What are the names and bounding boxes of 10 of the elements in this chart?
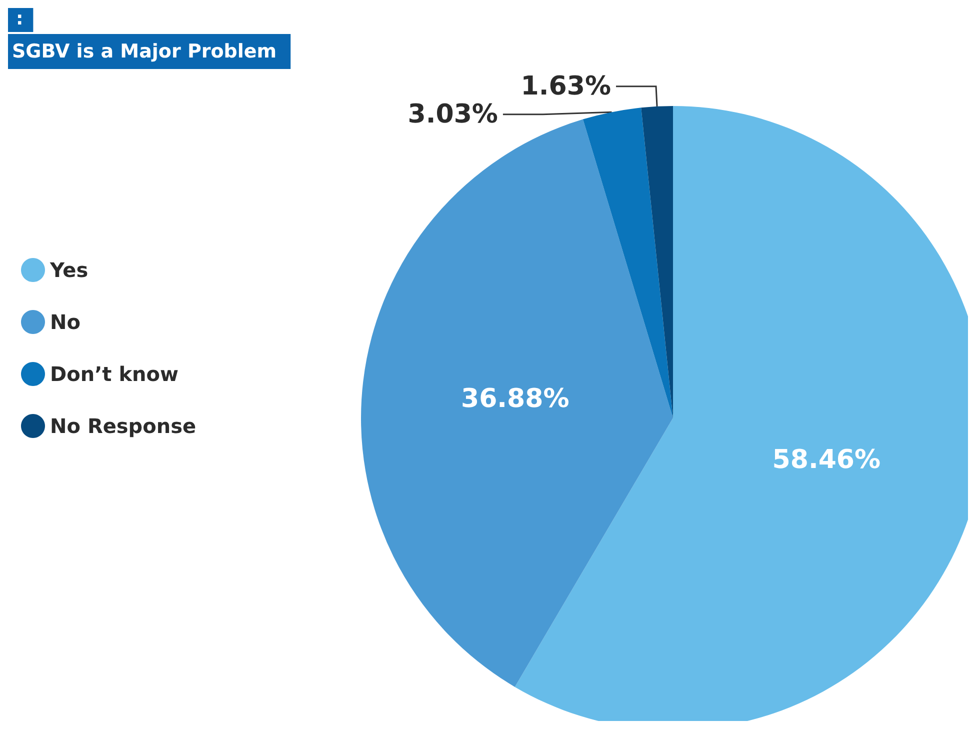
data-label: 36.88% [460, 384, 570, 414]
legend-label: Don’t know [50, 362, 178, 386]
chart-title: SGBV is a Major Problem [12, 40, 277, 62]
chart-subtitle: : [16, 8, 24, 30]
legend-label: No Response [50, 414, 196, 438]
data-label: 1.63% [520, 71, 612, 102]
data-label: 3.03% [408, 99, 498, 130]
data-label: 58.46% [772, 444, 881, 475]
legend-label: Yes [49, 258, 88, 282]
legend-label: No [50, 310, 80, 334]
